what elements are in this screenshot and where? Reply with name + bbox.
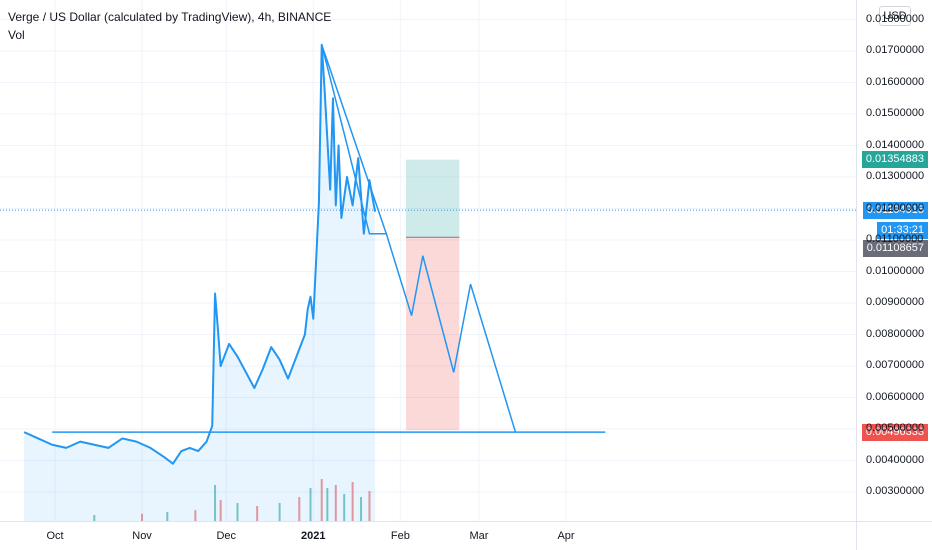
volume-bar	[141, 513, 144, 521]
volume-bar	[214, 485, 217, 521]
price-tick-label: 0.00300000	[866, 485, 925, 497]
volume-bar	[236, 503, 239, 521]
profit-zone	[405, 159, 460, 238]
target-price-label: 0.01354883	[861, 151, 928, 168]
time-tick-label: Nov	[132, 530, 152, 542]
entry-price-label: 0.01108657	[862, 240, 928, 257]
projection-path	[385, 233, 517, 433]
time-tick-label: Mar	[469, 530, 489, 542]
chart-legend: Verge / US Dollar (calculated by Trading…	[8, 8, 331, 44]
time-tick-label: Oct	[46, 530, 64, 542]
volume-bar	[194, 510, 197, 521]
volume-bar	[368, 491, 371, 521]
price-tick-label: 0.01100000	[866, 233, 924, 245]
indicator-label: Vol	[8, 28, 25, 42]
volume-bar	[309, 488, 312, 521]
price-tick-label: 0.00500000	[866, 422, 925, 434]
price-tick-label: 0.00400000	[866, 453, 925, 466]
volume-bar	[326, 488, 329, 521]
time-tick-label: 2021	[301, 530, 326, 542]
loss-zone	[405, 237, 460, 431]
volume-bar	[298, 497, 301, 521]
volume-bar	[351, 482, 354, 521]
price-area	[24, 44, 376, 521]
price-tick-label: 0.01300000	[866, 170, 925, 182]
price-line	[23, 43, 377, 465]
price-tick-label: 0.00700000	[866, 359, 925, 371]
volume-bar	[360, 497, 363, 521]
price-tick-label: 0.01000000	[866, 264, 925, 277]
volume-bar	[256, 506, 259, 521]
volume-bar	[166, 512, 169, 521]
bar-countdown-label: 01:33:21	[877, 222, 928, 239]
volume-bar	[278, 503, 281, 521]
price-tick-label: 0.01200000	[866, 201, 925, 214]
stop-price-label: 0.00496333	[861, 424, 928, 441]
price-tick-label: 0.00800000	[866, 327, 925, 340]
symbol-title: Verge / US Dollar (calculated by Trading…	[8, 10, 332, 24]
volume-bar	[334, 485, 337, 521]
volume-bar	[343, 494, 346, 521]
price-tick-label: 0.01800000	[866, 12, 925, 25]
price-tick-label: 0.01400000	[866, 138, 925, 151]
price-tick-label: 0.00600000	[866, 390, 925, 403]
volume-bar	[93, 515, 96, 521]
price-tick-label: 0.00900000	[866, 296, 925, 308]
descending-triangle	[321, 44, 388, 235]
time-tick-label: Apr	[557, 530, 575, 542]
time-tick-label: Feb	[390, 530, 410, 542]
time-tick-label: Dec	[216, 530, 237, 542]
price-tick-label: 0.01500000	[866, 107, 925, 119]
volume-bar	[219, 500, 222, 521]
currency-button[interactable]: USD	[879, 6, 911, 26]
current-price-label: 0.01194915	[862, 202, 928, 219]
price-tick-label: 0.01700000	[866, 44, 925, 56]
volume-bar	[320, 479, 323, 521]
price-tick-label: 0.01600000	[866, 75, 925, 88]
